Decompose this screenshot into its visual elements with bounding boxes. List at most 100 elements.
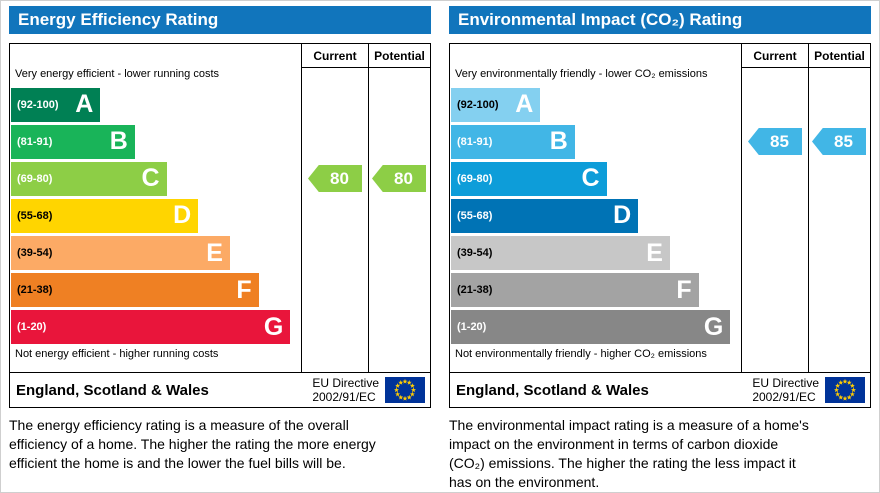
current-rating-arrow: 85 (748, 128, 802, 155)
band-letter: F (236, 275, 252, 304)
chart-footer: England, Scotland & Wales EU Directive 2… (449, 372, 871, 408)
potential-column-header: Potential (369, 44, 430, 68)
band-letter: G (703, 312, 724, 341)
bands: (92-100) A (81-91) B (69-80) C (11, 86, 299, 346)
band-range-label: (81-91) (17, 135, 53, 148)
potential-rating-arrow: 85 (812, 128, 866, 155)
band-range-label: (92-100) (17, 98, 59, 111)
band-bar: (1-20) G (11, 310, 291, 345)
top-caption: Very energy efficient - lower running co… (15, 68, 220, 80)
bands: (92-100) A (81-91) B (69-80) C (451, 86, 739, 346)
band-row: (69-80) C (11, 160, 299, 197)
energy-efficiency-panel: Energy Efficiency Rating Very energy eff… (9, 6, 431, 492)
band-range-label: (69-80) (17, 172, 53, 185)
band-bar: (92-100) A (11, 87, 101, 122)
band-letter: C (141, 164, 160, 193)
band-range-label: (55-68) (457, 209, 493, 222)
current-column-header: Current (742, 44, 808, 68)
band-letter: G (263, 312, 284, 341)
band-letter: D (613, 201, 632, 230)
current-column: Current (741, 44, 808, 372)
region-label: England, Scotland & Wales (16, 381, 209, 399)
band-bar: (39-54) E (451, 236, 670, 271)
band-bar: (81-91) B (451, 124, 575, 159)
potential-rating-value: 85 (834, 131, 853, 151)
band-letter: B (549, 127, 568, 156)
band-area: Very energy efficient - lower running co… (10, 44, 301, 372)
region-label: England, Scotland & Wales (456, 381, 649, 399)
current-column-header: Current (302, 44, 368, 68)
current-rating-value: 85 (770, 131, 789, 151)
band-bar: (21-38) F (11, 273, 259, 308)
band-range-label: (55-68) (17, 209, 53, 222)
chart-footer: England, Scotland & Wales EU Directive 2… (9, 372, 431, 408)
rating-chart: Very energy efficient - lower running co… (9, 43, 431, 373)
top-caption: Very environmentally friendly - lower CO… (455, 68, 708, 80)
band-bar: (69-80) C (11, 161, 167, 196)
eu-directive-line1: EU Directive (312, 376, 379, 390)
band-range-label: (39-54) (17, 247, 53, 260)
panel-title: Environmental Impact (CO₂) Rating (449, 6, 871, 34)
band-row: (21-38) F (11, 272, 299, 309)
band-row: (92-100) A (11, 86, 299, 123)
band-letter: C (581, 164, 600, 193)
band-row: (55-68) D (11, 197, 299, 234)
band-range-label: (81-91) (457, 135, 493, 148)
band-area: Very environmentally friendly - lower CO… (450, 44, 741, 372)
rating-chart: Very environmentally friendly - lower CO… (449, 43, 871, 373)
band-letter: E (646, 238, 663, 267)
eu-directive-line1: EU Directive (752, 376, 819, 390)
band-row: (21-38) F (451, 272, 739, 309)
band-row: (39-54) E (11, 235, 299, 272)
eu-flag-icon (385, 377, 425, 403)
eu-flag-icon (825, 377, 865, 403)
band-row: (55-68) D (451, 197, 739, 234)
potential-rating-value: 80 (394, 168, 413, 188)
band-letter: E (206, 238, 223, 267)
potential-column: Potential (368, 44, 430, 372)
eu-directive-label: EU Directive 2002/91/EC (312, 376, 379, 404)
band-row: (1-20) G (11, 309, 299, 346)
band-row: (1-20) G (451, 309, 739, 346)
potential-column-header: Potential (809, 44, 870, 68)
eu-directive-line2: 2002/91/EC (752, 390, 816, 404)
band-range-label: (69-80) (457, 172, 493, 185)
band-range-label: (21-38) (17, 284, 53, 297)
environmental-impact-panel: Environmental Impact (CO₂) Rating Very e… (449, 6, 871, 492)
band-range-label: (21-38) (457, 284, 493, 297)
band-letter: D (173, 201, 192, 230)
band-bar: (55-68) D (11, 198, 199, 234)
potential-column: Potential (808, 44, 870, 372)
band-bar: (81-91) B (11, 124, 135, 159)
panel-description: The energy efficiency rating is a measur… (9, 417, 376, 471)
band-row: (81-91) B (11, 123, 299, 160)
band-row: (69-80) C (451, 160, 739, 197)
band-row: (39-54) E (451, 235, 739, 272)
panel-description: The environmental impact rating is a mea… (449, 417, 809, 490)
band-row: (81-91) B (451, 123, 739, 160)
band-letter: B (109, 127, 128, 156)
current-column: Current (301, 44, 368, 372)
band-bar: (69-80) C (451, 161, 607, 196)
band-letter: A (515, 90, 534, 119)
potential-rating-arrow: 80 (372, 165, 426, 192)
band-bar: (55-68) D (451, 198, 639, 234)
band-range-label: (1-20) (17, 321, 47, 334)
band-letter: A (75, 90, 94, 119)
band-letter: F (676, 275, 692, 304)
panel-title: Energy Efficiency Rating (9, 6, 431, 34)
current-rating-value: 80 (330, 168, 349, 188)
eu-directive-line2: 2002/91/EC (312, 390, 376, 404)
band-range-label: (92-100) (457, 98, 499, 111)
current-rating-arrow: 80 (308, 165, 362, 192)
band-bar: (92-100) A (451, 87, 541, 122)
bottom-caption: Not environmentally friendly - higher CO… (455, 348, 707, 360)
band-bar: (39-54) E (11, 236, 230, 271)
band-row: (92-100) A (451, 86, 739, 123)
bottom-caption: Not energy efficient - higher running co… (15, 348, 219, 360)
band-bar: (21-38) F (451, 273, 699, 308)
band-bar: (1-20) G (451, 310, 731, 345)
eu-directive-label: EU Directive 2002/91/EC (752, 376, 819, 404)
band-range-label: (1-20) (457, 321, 487, 334)
